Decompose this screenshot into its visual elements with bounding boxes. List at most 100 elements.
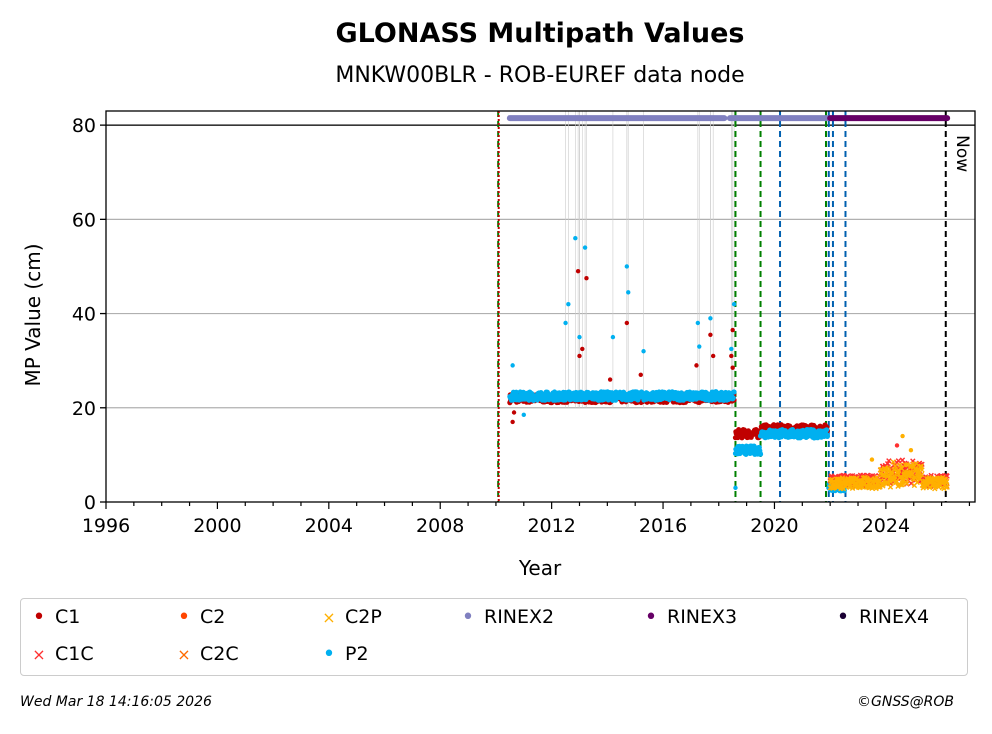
outlier-point-c2p [908, 447, 914, 453]
data-point-c2p [913, 460, 920, 467]
outlier-point-c1 [577, 353, 582, 359]
legend-marker-rinex3: • [644, 604, 658, 630]
x-tick-label: 2012 [527, 515, 575, 537]
data-point-p2 [513, 389, 519, 395]
data-point-p2 [823, 427, 830, 433]
legend-item-c2p: × C2P [313, 606, 382, 629]
data-point-c2p [927, 484, 933, 490]
outlier-point-c2p [900, 433, 905, 439]
plot-area: Now 0 20 40 60 80 1996 2000 2004 2008 2012 2016 2020… [72, 110, 976, 537]
legend-label: C1 [55, 606, 81, 628]
y-tick-label: 40 [72, 304, 96, 326]
footer-timestamp: Wed Mar 18 14:16:05 2026 [20, 694, 212, 710]
outlier-point-p2 [708, 316, 713, 321]
data-point-p2 [778, 434, 784, 440]
data-point-p2 [757, 451, 764, 457]
outlier-point-c1 [575, 268, 581, 274]
y-tick-label: 20 [72, 398, 96, 420]
outlier-point-c1 [584, 276, 589, 281]
outlier-point-p2 [510, 363, 515, 368]
legend-item-rinex2: • RINEX2 [452, 604, 555, 630]
y-tick-label: 0 [84, 492, 96, 514]
legend: • C1 • C2 × C2P • RINEX2 • RINEX3 • RINEX4 × C1C × C2C •… [20, 598, 968, 676]
legend-label: RINEX2 [484, 606, 555, 628]
outlier-point-c2p [869, 457, 875, 462]
legend-marker-c2c: × [177, 644, 191, 664]
legend-item-c1: • C1 [23, 606, 81, 629]
series-p2-segment [732, 443, 764, 457]
legend-item-rinex3: • RINEX3 [635, 604, 738, 630]
x-tick-label: 1996 [82, 515, 130, 537]
outlier-point-c1 [694, 363, 699, 368]
legend-label: C2 [200, 606, 226, 628]
outlier-point-c1 [730, 327, 735, 333]
series-p2-segment [757, 426, 830, 441]
outlier-point-p2 [731, 301, 737, 307]
x-tick-label: 2020 [750, 515, 798, 537]
data-point-c2p [874, 474, 880, 481]
data-point-c2p [944, 478, 950, 485]
outlier-point-p2 [729, 346, 734, 352]
data-point-c2p [918, 471, 925, 478]
legend-label: P2 [345, 643, 369, 665]
x-tick-label: 2024 [862, 515, 910, 537]
chart-title: GLONASS Multipath Values [335, 18, 744, 49]
outlier-point-c1 [710, 353, 716, 359]
outlier-point-c1 [729, 353, 734, 359]
outlier-point-c1 [708, 332, 713, 337]
axes-frame [105, 110, 976, 503]
x-tick-label: 2000 [193, 515, 241, 537]
data-point-c2p [887, 484, 894, 490]
outlier-point-p2 [697, 344, 702, 349]
x-tick-label: 2008 [416, 515, 464, 537]
legend-marker-c1c: × [32, 644, 46, 664]
y-tick-label: 60 [72, 209, 96, 231]
legend-marker-c2: • [177, 604, 191, 630]
x-tick-label: 2016 [639, 515, 687, 537]
plot-background [106, 111, 975, 502]
outlier-point-p2 [626, 290, 631, 295]
legend-label: RINEX3 [667, 606, 738, 628]
data-point-c1c [886, 458, 892, 464]
footer-credit: ©GNSS@ROB [857, 694, 954, 710]
data-point-c1c [895, 458, 902, 464]
outlier-point-c1c [894, 443, 900, 448]
outlier-point-p2 [641, 349, 646, 354]
data-point-c2p [839, 475, 846, 481]
legend-label: C2C [200, 643, 239, 665]
outlier-point-p2 [624, 264, 630, 269]
legend-marker-rinex4: • [836, 604, 850, 630]
x-axis-label: Year [518, 556, 562, 580]
data-point-c2p [943, 484, 949, 490]
data-point-p2 [731, 389, 737, 395]
data-point-p2 [824, 433, 830, 439]
legend-item-c2c: × C2C [168, 643, 239, 666]
legend-marker-rinex2: • [461, 604, 475, 630]
outlier-point-p2 [573, 235, 578, 241]
legend-item-p2: • P2 [313, 643, 369, 666]
x-tick-label: 2004 [305, 515, 353, 537]
outlier-point-p2 [577, 334, 582, 340]
outlier-point-c1 [510, 419, 515, 425]
outlier-point-c1 [511, 410, 517, 415]
data-point-c2p [881, 477, 887, 484]
outlier-point-c1 [624, 320, 630, 326]
outlier-point-p2 [695, 320, 701, 326]
outlier-point-p2 [521, 412, 526, 418]
legend-label: C1C [55, 643, 94, 665]
outlier-point-p2 [563, 320, 568, 326]
legend-item-c1c: × C1C [23, 643, 94, 666]
series-c1-segment [732, 427, 764, 441]
data-point-p2 [612, 397, 619, 403]
data-point-p2 [730, 395, 736, 401]
outlier-point-c1 [607, 377, 613, 382]
now-label: Now [952, 135, 972, 172]
y-axis-label: MP Value (cm) [21, 243, 45, 386]
data-point-c2p [904, 480, 910, 487]
data-point-c2p [919, 467, 925, 473]
outlier-point-p2 [610, 334, 616, 340]
outlier-point-p2 [733, 485, 738, 491]
chart-subtitle: MNKW00BLR - ROB-EUREF data node [335, 63, 744, 88]
data-point-c2p [914, 479, 920, 486]
